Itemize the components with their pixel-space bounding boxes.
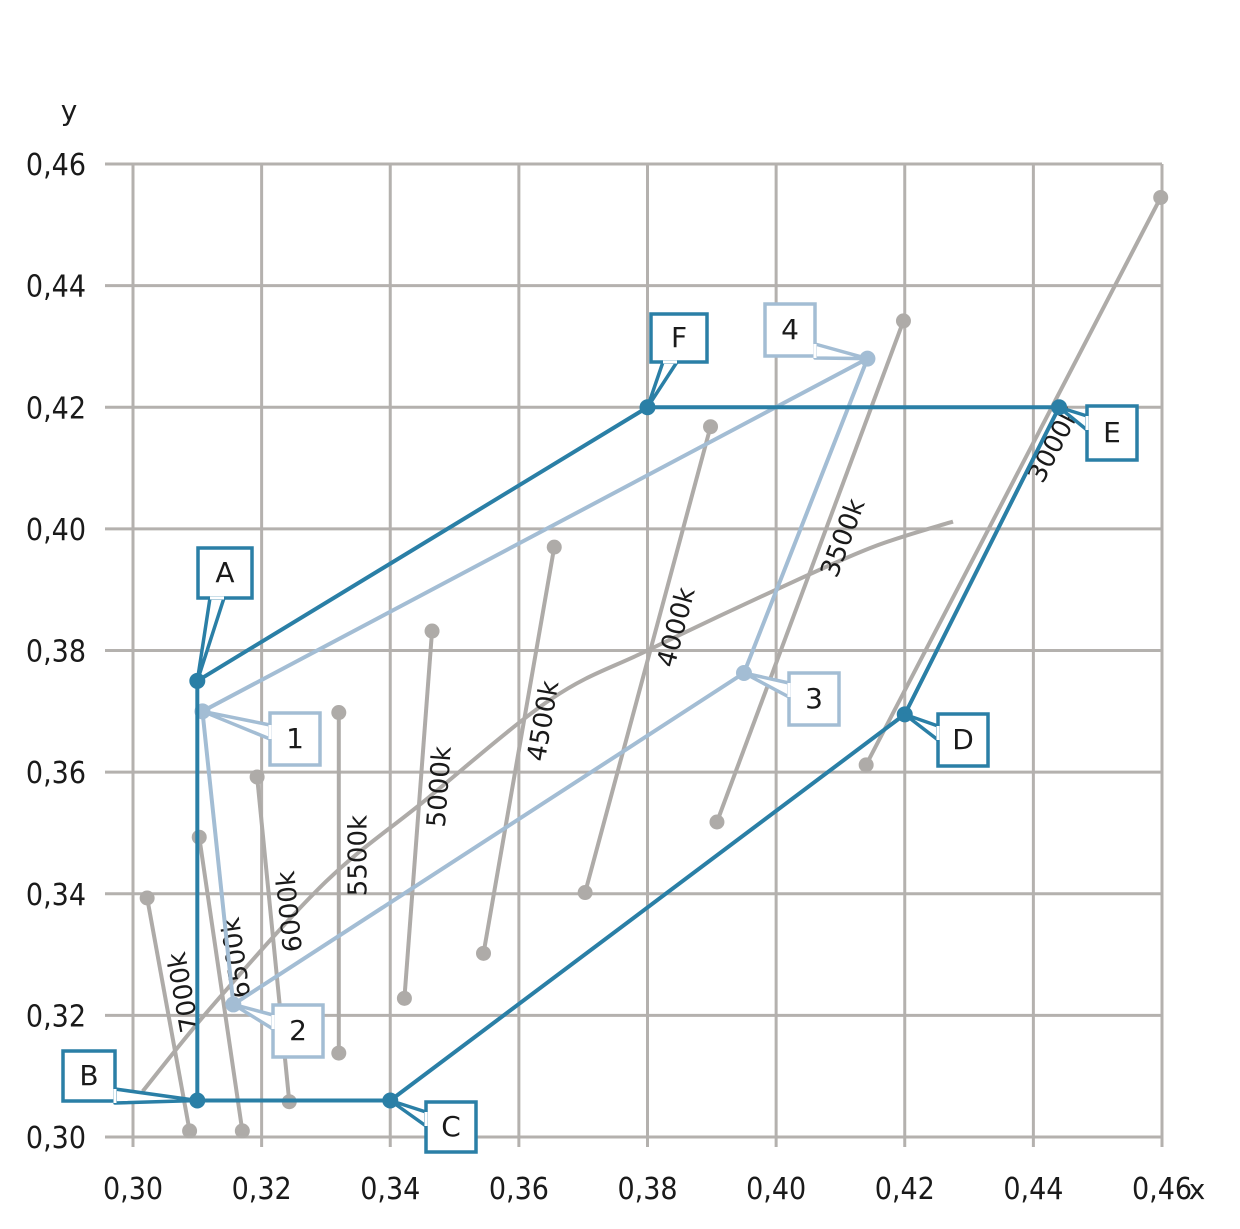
- outer-polygon: [195, 405, 1062, 1103]
- isotemp-5000k-label: 5000k: [422, 745, 458, 828]
- outer-callout-box: [936, 712, 990, 768]
- inner-callout-label: 2: [289, 1014, 307, 1047]
- inner-callout-pointer: [200, 709, 272, 741]
- inner-callout-label: 4: [781, 313, 799, 346]
- isotemp-3500k-dot: [895, 313, 911, 329]
- x-tick-label: 0,40: [746, 1172, 806, 1207]
- x-tick-label: 0,34: [360, 1172, 420, 1207]
- y-axis-label: y: [61, 94, 78, 127]
- y-tick-label: 0,46: [26, 148, 86, 183]
- isotemp-3000k-dot: [858, 757, 874, 773]
- outer-callout-pointer: [903, 712, 940, 742]
- x-tick-label: 0,30: [103, 1172, 163, 1207]
- outer-callout-label: D: [952, 723, 974, 756]
- isotemp-4500k-dot: [546, 539, 562, 555]
- x-axis-label: x: [1189, 1173, 1206, 1206]
- y-tick-label: 0,40: [26, 513, 86, 548]
- y-tick-label: 0,44: [26, 270, 86, 305]
- y-tick-label: 0,38: [26, 635, 86, 670]
- isotemp-4500k-dot: [476, 945, 492, 961]
- outer-callout-label: A: [215, 556, 234, 589]
- inner-callout-label: 1: [286, 722, 304, 755]
- callouts: 1 2 3 4 A B C D E F: [61, 302, 1139, 1154]
- isotemp-4000k-line: [583, 426, 713, 894]
- outer-callout-A: A: [195, 546, 254, 683]
- isotemp-5000k-line: [402, 630, 435, 999]
- isotemp-5000k-dot: [424, 623, 440, 639]
- planckian-locus: [141, 519, 954, 1093]
- outer-callout-box: [1085, 404, 1139, 462]
- isotemp-6500k-line: [197, 836, 245, 1132]
- isotemp-7000k-line: [145, 897, 192, 1132]
- inner-callout-box: [763, 302, 817, 358]
- inner-callout-label: 3: [805, 682, 823, 715]
- outer-callout-B: B: [61, 1049, 200, 1105]
- y-tick-label: 0,36: [26, 756, 86, 791]
- outer-callout-label: E: [1103, 416, 1121, 449]
- outer-callout-box: [196, 546, 254, 600]
- inner-callout-1: 1: [200, 709, 322, 767]
- isotemp-3000k-line: [864, 196, 1163, 766]
- outer-callout-D: D: [903, 712, 990, 768]
- isotemp-6500k-dot: [234, 1123, 250, 1139]
- outer-callout-pointer: [645, 360, 679, 409]
- outer-callout-pointer: [388, 1098, 428, 1128]
- inner-callout-pointer: [813, 342, 870, 361]
- isotemp-7000k-dot: [139, 890, 155, 906]
- x-tick-label: 0,44: [1003, 1172, 1063, 1207]
- y-tick-label: 0,42: [26, 391, 86, 426]
- isotemp-6000k-label: 6000k: [271, 870, 309, 954]
- axes: 0,30 0,32 0,34 0,36 0,38 0,40 0,42 0,44 0,46 0,30…: [26, 94, 1205, 1207]
- inner-callout-3: 3: [742, 671, 841, 727]
- outer-callout-box: [649, 312, 709, 364]
- isotemp-3000k-dot: [1153, 189, 1169, 205]
- outer-callout-E: E: [1057, 404, 1139, 462]
- x-tick-label: 0,32: [232, 1172, 292, 1207]
- outer-callout-box: [61, 1049, 117, 1103]
- isotemp-5500k-dot: [331, 705, 347, 721]
- isotemp-4000k-dot: [703, 419, 719, 435]
- isotemp-3500k-line: [715, 320, 906, 823]
- isotemp-4500k-line: [481, 546, 557, 954]
- outer-callout-box: [424, 1100, 478, 1154]
- inner-callout-4: 4: [763, 302, 870, 361]
- x-tick-label: 0,46: [1132, 1172, 1192, 1207]
- outer-callout-label: F: [671, 321, 687, 354]
- y-tick-label: 0,34: [26, 878, 86, 913]
- isotemp-5000k-dot: [396, 990, 412, 1006]
- x-tick-label: 0,42: [875, 1172, 935, 1207]
- y-tick-label: 0,32: [26, 999, 86, 1034]
- isotemp-7000k-dot: [182, 1123, 198, 1139]
- isotemp-5500k-label: 5500k: [343, 815, 373, 896]
- isotemp-5500k-dot: [331, 1045, 347, 1061]
- isotemp-6000k-dot: [249, 769, 265, 785]
- outer-callout-label: C: [441, 1110, 461, 1143]
- outer-callout-label: B: [79, 1059, 98, 1092]
- x-tick-label: 0,38: [617, 1172, 677, 1207]
- inner-callout-box: [271, 1003, 325, 1059]
- outer-callout-C: C: [388, 1098, 478, 1154]
- isotemp-3500k-dot: [709, 814, 725, 830]
- isotemp-4000k-dot: [577, 885, 593, 901]
- outer-callout-F: F: [645, 312, 709, 409]
- x-tick-label: 0,36: [489, 1172, 549, 1207]
- y-tick-label: 0,30: [26, 1121, 86, 1156]
- inner-callout-2: 2: [231, 1002, 325, 1059]
- inner-callout-box: [787, 671, 841, 727]
